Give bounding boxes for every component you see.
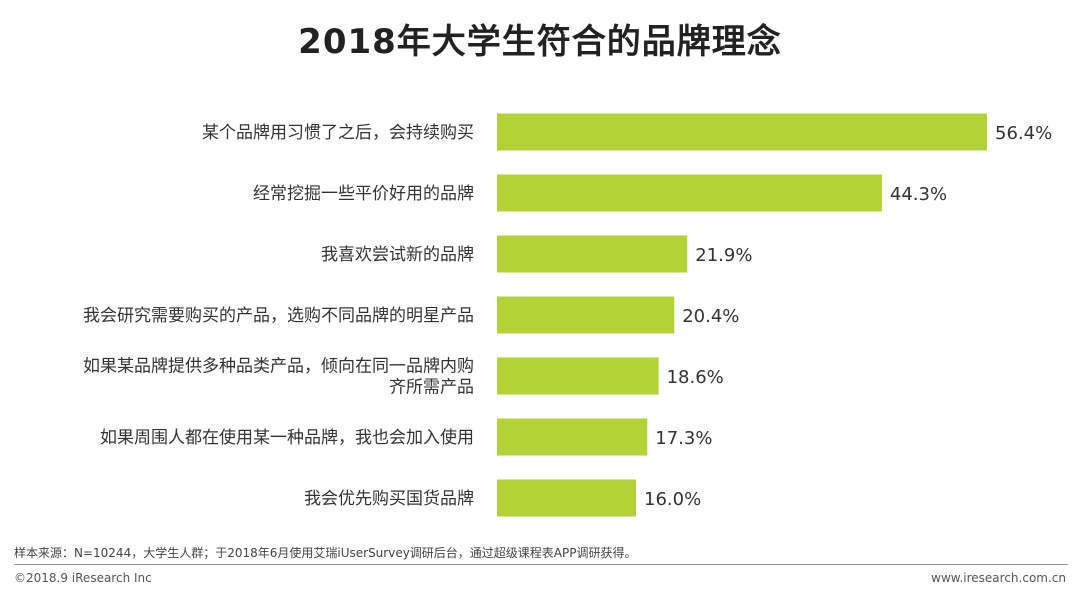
category-label-6: 我会优先购买国货品牌 — [304, 489, 474, 509]
value-label-5: 17.3% — [655, 428, 712, 449]
bar-6 — [497, 479, 637, 517]
bar-2 — [497, 235, 688, 273]
bar-0 — [497, 113, 987, 151]
chart-title: 2018年大学生符合的品牌理念 — [298, 22, 782, 62]
source-note: 样本来源：N=10244，大学生人群；于2018年6月使用艾瑞iUserSurv… — [14, 546, 637, 560]
bar-3 — [497, 296, 675, 334]
horizontal-bar-chart: 56.4% 某个品牌用习惯了之后，会持续购买 44.3% 经常挖掘一些平价好用的品牌 2… — [83, 113, 1052, 517]
category-label-5: 如果周围人都在使用某一种品牌，我也会加入使用 — [100, 427, 474, 448]
value-label-6: 16.0% — [644, 489, 701, 510]
category-label-0: 某个品牌用习惯了之后，会持续购买 — [202, 123, 474, 143]
value-label-3: 20.4% — [682, 306, 739, 327]
website-link[interactable]: www.iresearch.com.cn — [931, 571, 1066, 585]
bar-1 — [497, 174, 882, 212]
bar-4 — [497, 357, 659, 395]
value-label-2: 21.9% — [695, 245, 752, 266]
value-label-4: 18.6% — [667, 367, 724, 388]
category-label-2: 我喜欢尝试新的品牌 — [321, 245, 474, 265]
value-label-1: 44.3% — [890, 184, 947, 205]
category-label-1: 经常挖掘一些平价好用的品牌 — [253, 184, 474, 204]
category-label-4-line-0: 如果某品牌提供多种品类产品，倾向在同一品牌内购 — [83, 357, 474, 377]
category-label-4-line-1: 齐所需产品 — [389, 378, 474, 398]
footer-divider — [14, 564, 1068, 565]
category-label-3: 我会研究需要购买的产品，选购不同品牌的明星产品 — [83, 306, 474, 326]
bars-layer: 56.4% 某个品牌用习惯了之后，会持续购买 44.3% 经常挖掘一些平价好用的品牌 2… — [83, 113, 1052, 517]
value-label-0: 56.4% — [995, 123, 1052, 144]
copyright-text: ©2018.9 iResearch Inc — [14, 571, 152, 585]
bar-5 — [497, 418, 648, 456]
